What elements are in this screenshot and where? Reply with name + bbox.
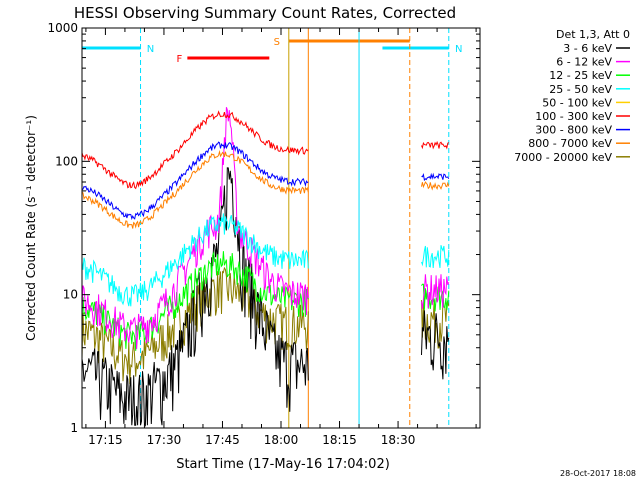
y-axis-label: Corrected Count Rate (s⁻¹ detector⁻¹) [24, 115, 38, 341]
y-axis-ticks: 1 10 100 1000 [47, 21, 480, 435]
legend-entry: 800 - 7000 keV [528, 137, 612, 150]
legend-entry: 25 - 50 keV [549, 83, 612, 96]
x-tick-label: 18:00 [264, 433, 299, 447]
legend-header: Det 1,3, Att 0 [556, 28, 630, 41]
y-tick-label: 1000 [47, 21, 78, 35]
y-tick-label: 1 [70, 421, 78, 435]
date-stamp: 28-Oct-2017 18:08 [560, 469, 636, 478]
series-line [81, 167, 450, 427]
x-tick-label: 17:45 [205, 433, 240, 447]
y-tick-label: 100 [55, 154, 78, 168]
legend-entry: 12 - 25 keV [549, 69, 612, 82]
legend-entry: 300 - 800 keV [535, 124, 612, 137]
flag-bars: N N F S [82, 37, 463, 65]
legend-entry: 50 - 100 keV [542, 96, 612, 109]
legend-entry: 100 - 300 keV [535, 110, 612, 123]
plot-frame [81, 27, 481, 429]
flag-label: N [455, 44, 462, 55]
vertical-markers [140, 28, 450, 428]
series-line [81, 141, 450, 221]
series-line [81, 251, 450, 351]
legend-entry: 7000 - 20000 keV [514, 151, 612, 164]
legend-entry: 3 - 6 keV [563, 42, 612, 55]
legend-entry: 6 - 12 keV [556, 56, 612, 69]
series-line [81, 110, 450, 190]
x-tick-label: 17:15 [88, 433, 123, 447]
series-line [81, 149, 450, 229]
flag-label: S [274, 37, 280, 48]
flag-label: F [176, 54, 182, 65]
x-axis-label: Start Time (17-May-16 17:04:02) [176, 457, 390, 472]
series-line [81, 107, 450, 350]
series-lines [81, 107, 450, 427]
x-tick-label: 18:15 [322, 433, 357, 447]
x-axis-ticks: 17:15 17:30 17:45 18:00 18:15 18:30 [85, 28, 477, 447]
chart-title: HESSI Observing Summary Count Rates, Cor… [74, 4, 456, 22]
x-tick-label: 18:30 [381, 433, 416, 447]
series-line [81, 213, 450, 307]
flag-label: N [147, 44, 154, 55]
y-tick-label: 10 [63, 288, 78, 302]
x-tick-label: 17:30 [147, 433, 182, 447]
